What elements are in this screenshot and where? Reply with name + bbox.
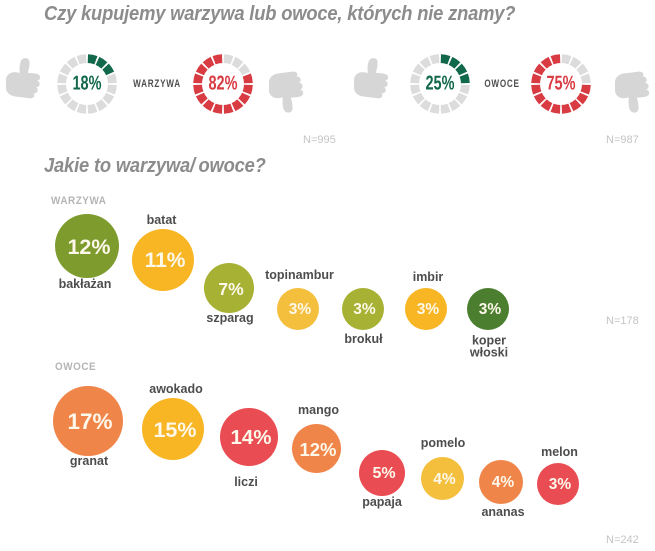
svg-text:18%: 18%: [73, 73, 102, 95]
svg-text:25%: 25%: [426, 73, 455, 95]
svg-text:75%: 75%: [547, 73, 576, 95]
svg-text:82%: 82%: [209, 73, 238, 95]
